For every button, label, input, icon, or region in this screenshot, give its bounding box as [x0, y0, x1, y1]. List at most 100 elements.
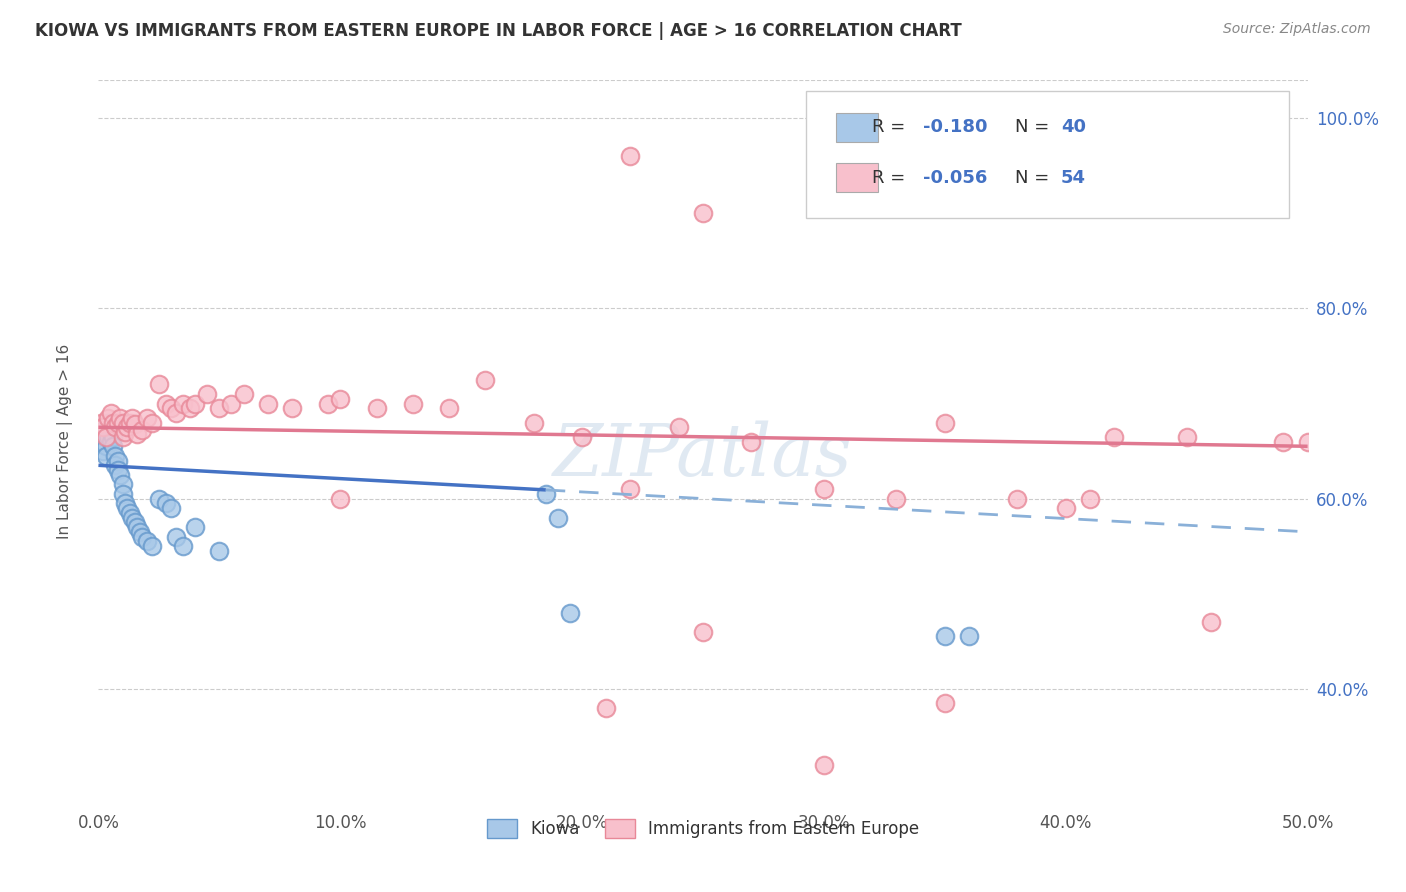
Point — [108, 467, 131, 482]
Point — [131, 530, 153, 544]
Point — [121, 410, 143, 425]
Point — [97, 416, 120, 430]
Point — [619, 482, 641, 496]
Text: R =: R = — [872, 169, 911, 186]
Point — [127, 520, 149, 534]
Text: ZIPatlas: ZIPatlas — [553, 421, 853, 491]
Text: 40: 40 — [1062, 119, 1085, 136]
Point — [107, 416, 129, 430]
Point — [111, 487, 134, 501]
Point — [107, 453, 129, 467]
Point — [437, 401, 460, 416]
Point — [1078, 491, 1101, 506]
Point — [121, 510, 143, 524]
Point — [402, 396, 425, 410]
Point — [101, 416, 124, 430]
Point — [111, 416, 134, 430]
Point — [208, 401, 231, 416]
Point — [668, 420, 690, 434]
Point — [184, 520, 207, 534]
Point — [100, 434, 122, 449]
Point — [135, 410, 157, 425]
Point — [172, 539, 194, 553]
Point — [886, 491, 908, 506]
Point — [221, 396, 243, 410]
Point — [1175, 430, 1198, 444]
Point — [692, 624, 714, 639]
Point — [124, 417, 146, 432]
Point — [934, 629, 956, 643]
Point — [118, 416, 141, 430]
Point — [155, 496, 177, 510]
Point — [366, 401, 388, 416]
Point — [316, 396, 339, 410]
Point — [90, 425, 112, 439]
Point — [281, 401, 304, 416]
Point — [97, 430, 120, 444]
Text: N =: N = — [1015, 119, 1054, 136]
Point — [107, 463, 129, 477]
Point — [1296, 434, 1319, 449]
Point — [117, 501, 139, 516]
Point — [127, 426, 149, 441]
Point — [111, 477, 134, 491]
Point — [619, 149, 641, 163]
Point — [101, 439, 124, 453]
Text: R =: R = — [872, 119, 911, 136]
Point — [195, 387, 218, 401]
Point — [128, 524, 150, 539]
Point — [135, 534, 157, 549]
Bar — [837, 112, 879, 142]
Point — [104, 458, 127, 473]
Point — [100, 406, 122, 420]
Y-axis label: In Labor Force | Age > 16: In Labor Force | Age > 16 — [58, 344, 73, 539]
Point — [141, 416, 163, 430]
Point — [104, 449, 127, 463]
Point — [1102, 430, 1125, 444]
Point — [934, 416, 956, 430]
Point — [232, 387, 254, 401]
Point — [114, 425, 136, 439]
Point — [111, 430, 134, 444]
Point — [547, 510, 569, 524]
Point — [172, 396, 194, 410]
Point — [91, 444, 114, 458]
Point — [534, 487, 557, 501]
Point — [1199, 615, 1222, 630]
Point — [118, 506, 141, 520]
Point — [571, 430, 593, 444]
Point — [94, 449, 117, 463]
Point — [1007, 491, 1029, 506]
Point — [155, 396, 177, 410]
Text: -0.056: -0.056 — [924, 169, 987, 186]
Point — [94, 430, 117, 444]
Point — [104, 420, 127, 434]
Point — [1272, 434, 1295, 449]
Point — [101, 430, 124, 444]
Text: KIOWA VS IMMIGRANTS FROM EASTERN EUROPE IN LABOR FORCE | AGE > 16 CORRELATION CH: KIOWA VS IMMIGRANTS FROM EASTERN EUROPE … — [35, 22, 962, 40]
Point — [595, 700, 617, 714]
Text: Source: ZipAtlas.com: Source: ZipAtlas.com — [1223, 22, 1371, 37]
Text: -0.180: -0.180 — [924, 119, 987, 136]
Point — [558, 606, 581, 620]
Point — [148, 491, 170, 506]
Bar — [837, 163, 879, 193]
Point — [474, 373, 496, 387]
Point — [813, 757, 835, 772]
Point — [957, 629, 980, 643]
Point — [148, 377, 170, 392]
Point — [160, 501, 183, 516]
Point — [329, 392, 352, 406]
Point — [94, 439, 117, 453]
Point — [329, 491, 352, 506]
Point — [1054, 501, 1077, 516]
Point — [160, 401, 183, 416]
Point — [131, 423, 153, 437]
Point — [692, 206, 714, 220]
Point — [90, 416, 112, 430]
Point — [179, 401, 201, 416]
Point — [256, 396, 278, 410]
Point — [108, 410, 131, 425]
Point — [184, 396, 207, 410]
Point — [165, 530, 187, 544]
